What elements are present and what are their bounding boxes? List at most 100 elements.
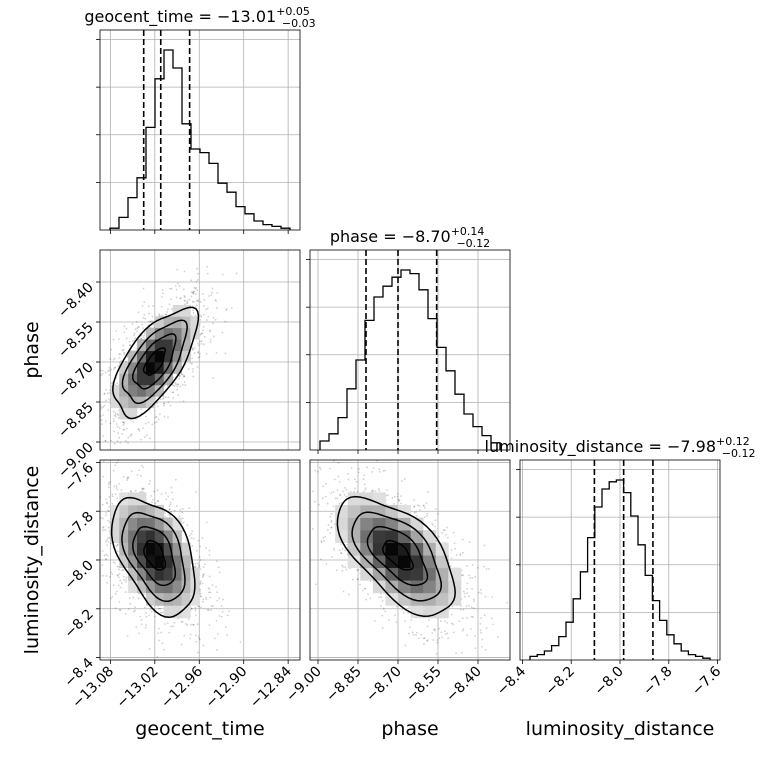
density-cell: [119, 504, 129, 518]
sample-point: [117, 416, 120, 419]
sample-point: [123, 331, 126, 334]
x-tick-label: −12.96: [158, 663, 206, 711]
density-cell: [385, 567, 399, 581]
sample-point: [107, 481, 110, 484]
sample-point: [363, 483, 366, 486]
sample-point: [465, 565, 468, 567]
sample-point: [128, 435, 131, 438]
sample-point: [127, 469, 129, 471]
sample-point: [132, 334, 135, 337]
sample-point: [356, 578, 359, 581]
sample-point: [191, 545, 194, 547]
density-cell: [163, 580, 173, 594]
hist-panel-luminosity_distance: [519, 459, 721, 661]
sample-point: [452, 531, 455, 534]
density-cell: [154, 504, 165, 518]
sample-point: [466, 592, 469, 595]
sample-point: [209, 338, 212, 341]
sample-point: [182, 521, 185, 524]
sample-point: [183, 375, 186, 378]
sample-point: [126, 476, 129, 479]
density-cell: [360, 517, 374, 531]
sample-point: [445, 533, 447, 536]
sample-point: [101, 423, 103, 426]
x-tick-label: −13.02: [114, 664, 162, 712]
sample-point: [194, 563, 197, 565]
sample-point: [485, 568, 488, 570]
sample-point: [178, 377, 181, 380]
sample-point: [371, 490, 373, 492]
sample-point: [151, 315, 154, 318]
sample-point: [177, 282, 179, 285]
density-cell: [172, 592, 182, 606]
sample-point: [148, 320, 151, 323]
density-cell: [137, 373, 147, 386]
sample-point: [166, 622, 169, 625]
sample-point: [158, 413, 161, 416]
sample-point: [330, 526, 333, 529]
sample-point: [170, 308, 173, 310]
sample-point: [446, 632, 449, 635]
sample-point: [141, 305, 144, 307]
sample-point: [432, 639, 435, 641]
sample-point: [321, 497, 324, 500]
sample-point: [198, 605, 200, 608]
sample-point: [107, 541, 110, 543]
sample-point: [215, 585, 217, 588]
sample-point: [461, 574, 463, 577]
sample-point: [109, 422, 112, 425]
sample-point: [362, 490, 365, 493]
density-cell: [172, 350, 182, 363]
density-cell: [163, 339, 173, 351]
sample-point: [203, 298, 206, 301]
sample-point: [123, 325, 126, 328]
sample-point: [198, 344, 201, 347]
sample-point: [438, 627, 440, 630]
sample-point: [472, 598, 475, 601]
sample-point: [187, 618, 190, 621]
sample-point: [111, 596, 114, 598]
sample-point: [396, 492, 399, 495]
sample-point: [189, 633, 192, 636]
sample-point: [355, 480, 358, 483]
sample-point: [164, 492, 167, 494]
sample-point: [123, 351, 126, 354]
sample-point: [135, 347, 138, 350]
sample-point: [462, 608, 465, 611]
sample-point: [107, 526, 110, 529]
sample-point: [145, 624, 147, 626]
density-cell: [145, 592, 156, 606]
sample-point: [188, 507, 191, 510]
sample-point: [143, 332, 146, 335]
sample-point: [427, 491, 430, 494]
sample-point: [221, 273, 224, 276]
sample-point: [133, 332, 136, 335]
contour-line: [112, 306, 200, 420]
sample-point: [338, 502, 341, 505]
x-axis-label-luminosity_distance: luminosity_distance: [526, 718, 715, 740]
sample-point: [153, 490, 155, 493]
sample-point: [408, 632, 410, 635]
sample-point: [126, 635, 129, 638]
sample-point: [425, 502, 428, 505]
sample-point: [419, 509, 421, 511]
sample-point: [92, 497, 94, 499]
sample-point: [106, 538, 109, 541]
sample-point: [484, 648, 487, 651]
sample-point: [483, 544, 486, 547]
sample-point: [184, 623, 187, 625]
sample-point: [199, 595, 202, 598]
sample-point: [215, 648, 218, 651]
sample-point: [384, 469, 387, 472]
sample-point: [205, 308, 208, 311]
sample-point: [118, 356, 120, 359]
sample-point: [98, 397, 100, 399]
sample-point: [450, 557, 453, 560]
sample-point: [108, 483, 111, 486]
density-cell: [110, 530, 120, 543]
sample-point: [197, 562, 199, 565]
sample-point: [121, 421, 124, 424]
sample-point: [215, 620, 218, 622]
density-cell: [163, 530, 173, 543]
sample-point: [100, 407, 103, 409]
